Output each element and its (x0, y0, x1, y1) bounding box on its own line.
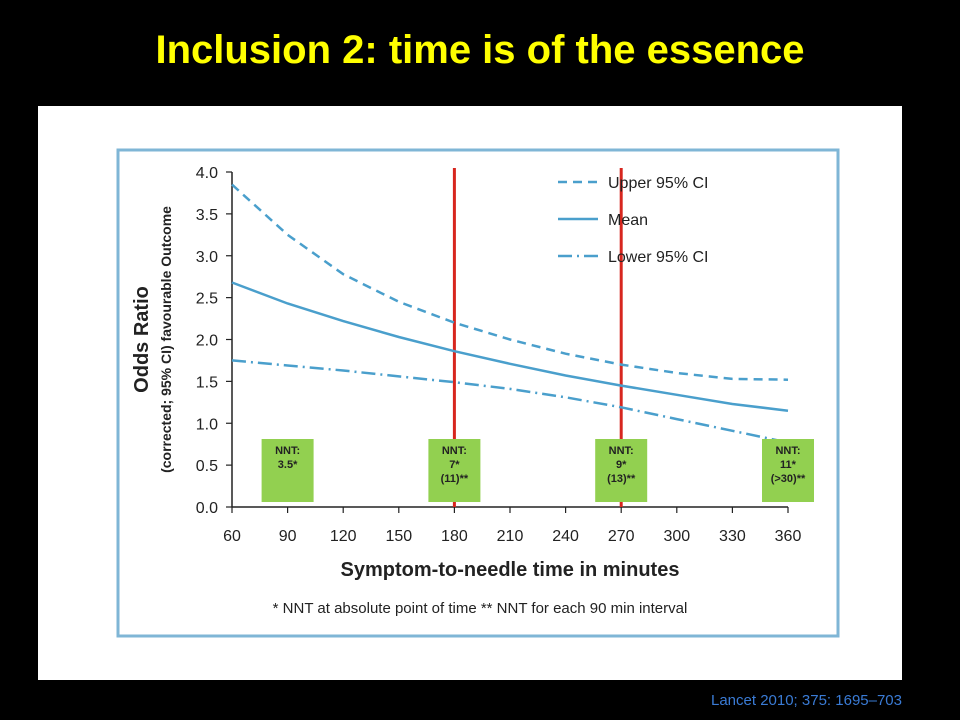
legend-label: Mean (608, 212, 648, 229)
chart-footnote: * NNT at absolute point of time ** NNT f… (273, 600, 688, 617)
x-tick-label: 330 (719, 528, 746, 545)
y-tick-label: 2.5 (196, 291, 218, 308)
y-tick-label: 2.0 (196, 333, 218, 350)
nnt-box-text: NNT: (609, 445, 634, 457)
x-tick-label: 180 (441, 528, 468, 545)
x-tick-label: 270 (608, 528, 635, 545)
nnt-box-text: 11* (780, 459, 797, 471)
y-axis-sublabel: (corrected; 95% CI) favourable Outcome (158, 206, 174, 473)
y-tick-label: 0.5 (196, 458, 218, 475)
chart-frame (116, 148, 840, 638)
nnt-boxes: NNT: 3.5* NNT: 7* (11)** NNT: 9* (13)** NNT: 11* (… (261, 439, 814, 502)
citation: Lancet 2010; 375: 1695–703 (710, 692, 902, 709)
slide-title: Inclusion 2: time is of the essence (155, 28, 805, 72)
axes: 60 90 120 150 180 210 240 270 300 330 360 0.0 0.5 1.0… (196, 165, 802, 545)
legend-label: Lower 95% CI (608, 249, 709, 266)
y-tick-label: 1.0 (196, 416, 218, 433)
nnt-box (762, 439, 814, 502)
nnt-box-text: 3.5* (278, 459, 298, 471)
nnt-box (595, 439, 648, 502)
x-axis-label: Symptom-to-needle time in minutes (341, 559, 680, 581)
series-lines (231, 183, 789, 444)
y-tick-label: 4.0 (196, 165, 218, 182)
series-line (231, 359, 789, 444)
nnt-box (428, 439, 481, 502)
nnt-box-text: 7* (449, 459, 460, 471)
x-tick-label: 60 (223, 528, 241, 545)
x-tick-label: 300 (663, 528, 690, 545)
y-tick-label: 1.5 (196, 374, 218, 391)
nnt-box-text: (13)** (607, 473, 636, 485)
nnt-box-text: (>30)** (771, 473, 806, 485)
nnt-box-text: NNT: (275, 445, 300, 457)
nnt-box-text: 9* (616, 459, 627, 471)
x-tick-label: 360 (775, 528, 802, 545)
y-tick-label: 0.0 (196, 500, 218, 517)
series-line (231, 183, 789, 381)
odds-ratio-chart: 60 90 120 150 180 210 240 270 300 330 360 0.0 0.5 1.0… (116, 148, 840, 638)
chart-panel: 60 90 120 150 180 210 240 270 300 330 360 0.0 0.5 1.0… (38, 106, 902, 680)
legend: Upper 95% CI Mean Lower 95% CI (558, 175, 709, 266)
x-tick-label: 240 (552, 528, 579, 545)
x-tick-label: 90 (279, 528, 297, 545)
x-tick-label: 210 (497, 528, 524, 545)
x-tick-label: 150 (385, 528, 412, 545)
legend-label: Upper 95% CI (608, 175, 709, 192)
series-line (231, 281, 789, 412)
y-tick-label: 3.0 (196, 249, 218, 266)
x-tick-label: 120 (330, 528, 357, 545)
nnt-box-text: NNT: (775, 445, 800, 457)
y-axis-label: Odds Ratio (131, 286, 153, 393)
nnt-box-text: NNT: (442, 445, 467, 457)
y-tick-label: 3.5 (196, 207, 218, 224)
nnt-box (261, 439, 314, 502)
nnt-box-text: (11)** (441, 473, 469, 485)
